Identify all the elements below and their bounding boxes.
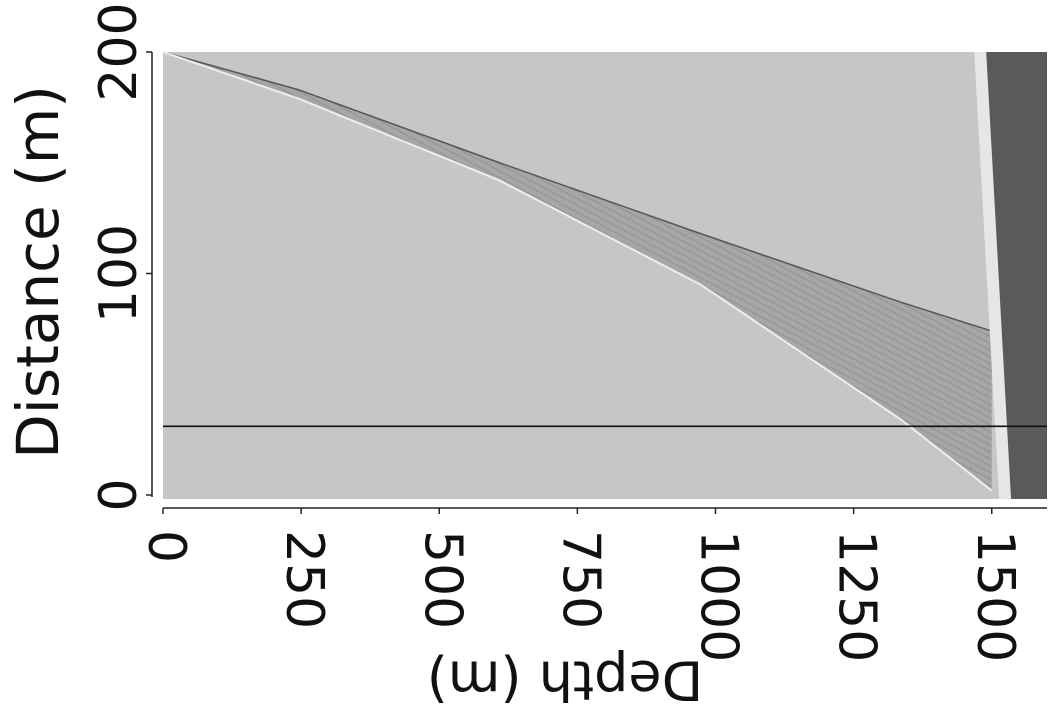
- x-tick-label: 250: [274, 530, 334, 629]
- y-tick-label: 0: [89, 478, 149, 511]
- x-tick-label: 750: [550, 530, 610, 629]
- y-tick-label: 200: [89, 2, 149, 101]
- plot-background: [163, 52, 1047, 499]
- page: {"chart_data": { "type": "image", "xlabe…: [0, 0, 1055, 704]
- chart: Distance (m) Depth (m) 0 100 200 0 250 500 750…: [0, 0, 1055, 704]
- x-tick-label: 500: [412, 530, 472, 629]
- y-axis-label: Distance (m): [4, 85, 72, 459]
- x-tick-label: 1500: [965, 530, 1025, 662]
- x-tick-label: 0: [136, 530, 196, 563]
- x-axis-label: Depth (m): [427, 648, 703, 704]
- y-tick-label: 100: [89, 224, 149, 323]
- x-tick-label: 1000: [689, 530, 749, 662]
- x-tick-label: 1250: [827, 530, 887, 662]
